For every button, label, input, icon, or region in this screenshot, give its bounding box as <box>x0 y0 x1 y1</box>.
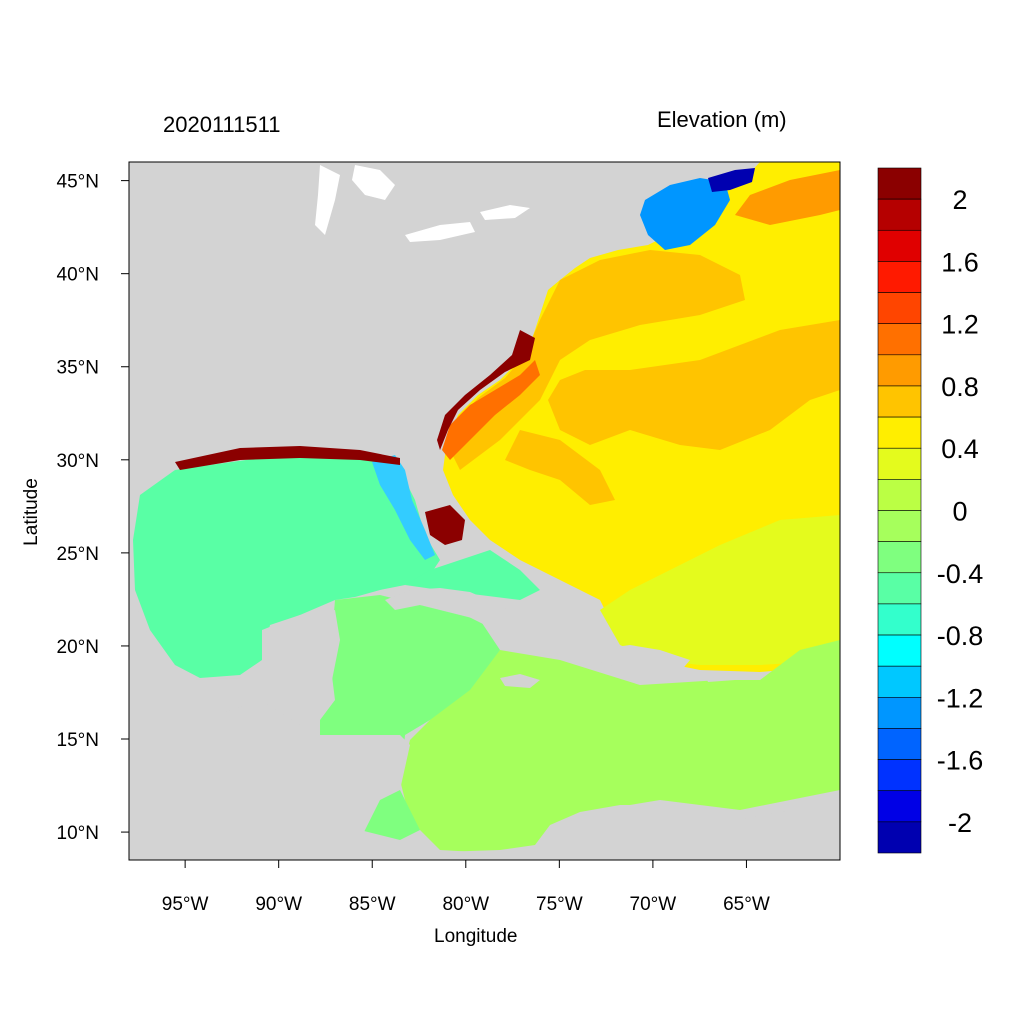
colorbar-label: -1.2 <box>937 683 984 713</box>
atlantic-coast-fringe <box>437 330 535 450</box>
mexico-coast <box>129 560 262 720</box>
colorbar-swatch <box>877 572 922 605</box>
colorbar-swatch <box>877 229 922 262</box>
atlantic-orange-band <box>505 430 615 505</box>
colorbar-label: 0.4 <box>941 434 979 464</box>
cuba <box>385 588 590 652</box>
central-america <box>129 700 410 860</box>
map-area <box>129 162 840 860</box>
colorbar-label: 0.8 <box>941 372 979 402</box>
colorbar-swatch <box>877 261 922 293</box>
y-tick-label: 40°N <box>57 265 99 286</box>
colorbar-swatch <box>877 728 922 760</box>
colorbar-labels: 2 1.6 1.2 0.8 0.4 0 -0.4 -0.8 -1.2 -1.6 -2 <box>937 185 984 838</box>
colorbar-swatch <box>877 292 922 324</box>
gulf-of-mexico <box>133 455 440 678</box>
x-tick-label: 80°W <box>442 894 489 915</box>
colorbar-label: 1.2 <box>941 310 979 340</box>
colorbar-label: 2 <box>952 185 967 215</box>
colorbar-swatch <box>877 354 922 387</box>
great-lakes <box>352 165 395 200</box>
atlantic-orange-band <box>450 250 745 470</box>
colorbar <box>877 167 922 854</box>
colorbar-swatch <box>877 634 922 667</box>
y-tick-label: 35°N <box>57 358 99 379</box>
atlantic-orange-band <box>548 320 840 450</box>
y-axis-ticks: 45°N 40°N 35°N 30°N 25°N 20°N 15°N 10°N <box>57 172 129 844</box>
great-lakes <box>480 205 530 220</box>
map-frame <box>128 161 841 861</box>
caribbean-east <box>400 640 840 855</box>
x-axis-label: Longitude <box>434 926 518 947</box>
atlantic-coastal-band <box>442 360 540 460</box>
colorbar-swatch <box>877 447 922 480</box>
florida-straits <box>405 550 540 600</box>
colorbar-label: -1.6 <box>937 746 984 776</box>
x-tick-label: 90°W <box>255 894 302 915</box>
colorbar-label: -0.8 <box>937 621 984 651</box>
gulf-of-maine <box>640 178 730 250</box>
x-tick-label: 95°W <box>162 894 209 915</box>
colorbar-swatch <box>877 479 922 511</box>
colorbar-swatch <box>877 697 922 729</box>
colorbar-swatch <box>877 759 922 792</box>
jamaica <box>500 674 540 688</box>
bay-of-fundy <box>708 168 755 192</box>
colorbar-label: 0 <box>952 497 967 527</box>
hispaniola <box>595 645 690 675</box>
yucatan-peninsula <box>262 610 340 725</box>
colorbar-swatch <box>877 323 922 356</box>
y-tick-label: 10°N <box>57 823 99 844</box>
y-tick-label: 45°N <box>57 172 99 193</box>
great-lakes <box>405 222 475 242</box>
colorbar-swatch <box>877 603 922 636</box>
y-tick-label: 20°N <box>57 637 99 658</box>
south-america <box>400 800 840 860</box>
variable-label: Elevation (m) <box>657 107 787 132</box>
atlantic-orange-band <box>735 170 840 225</box>
colorbar-swatch <box>877 790 922 823</box>
colorbar-label: -2 <box>948 808 972 838</box>
great-lakes <box>315 165 340 235</box>
x-axis-ticks: 95°W 90°W 85°W 80°W 75°W 70°W 65°W <box>162 860 770 915</box>
x-tick-label: 65°W <box>723 894 770 915</box>
gulf-coast-fringe <box>175 446 400 470</box>
colorbar-swatch <box>877 821 922 854</box>
colorbar-swatch <box>877 541 922 574</box>
colorbar-swatch <box>877 510 922 542</box>
colorbar-swatch <box>877 385 922 418</box>
y-tick-label: 15°N <box>57 730 99 751</box>
x-tick-label: 75°W <box>536 894 583 915</box>
colorbar-swatch <box>877 416 922 449</box>
puerto-rico <box>705 672 735 682</box>
colorbar-swatch <box>877 167 922 200</box>
date-label: 2020111511 <box>163 112 281 137</box>
colorbar-swatch <box>877 198 922 231</box>
colorbar-label: 1.6 <box>941 247 979 277</box>
colorbar-swatch <box>877 665 922 698</box>
west-florida-shelf <box>372 455 435 560</box>
colorbar-label: -0.4 <box>937 559 984 589</box>
x-tick-label: 70°W <box>630 894 677 915</box>
y-tick-label: 30°N <box>57 451 99 472</box>
atlantic-south <box>600 515 840 665</box>
south-florida-surge <box>425 505 465 545</box>
y-tick-label: 25°N <box>57 544 99 565</box>
x-tick-label: 85°W <box>349 894 396 915</box>
